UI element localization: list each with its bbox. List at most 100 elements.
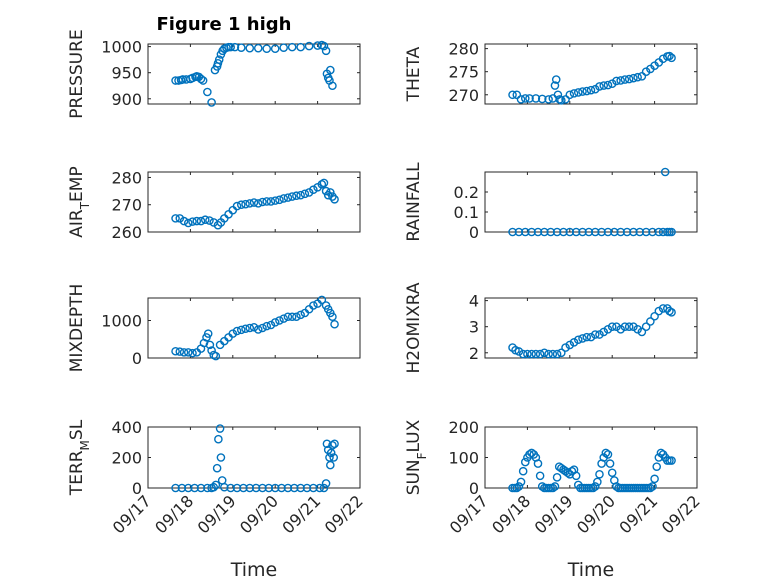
data-point <box>275 316 284 325</box>
data-point <box>620 75 630 84</box>
data-point <box>262 321 272 331</box>
data-point <box>279 43 288 52</box>
y-tick-label: 270 <box>111 196 142 215</box>
data-point <box>565 227 575 237</box>
data-point <box>595 330 604 339</box>
data-point <box>188 217 197 226</box>
data-point <box>569 338 579 347</box>
y-tick-label: 270 <box>448 86 479 105</box>
data-point <box>514 482 524 491</box>
data-point <box>304 188 314 197</box>
data-point <box>551 75 561 84</box>
data-point <box>525 94 534 103</box>
y-tick-label: 200 <box>111 449 142 468</box>
data-point <box>326 460 335 470</box>
data-point <box>546 227 556 237</box>
y-axis-label: MIXDEPTH <box>67 284 87 373</box>
data-point <box>245 43 255 53</box>
data-point <box>567 466 577 476</box>
data-point <box>216 453 226 462</box>
data-point <box>590 227 600 237</box>
data-point <box>283 312 293 322</box>
data-point <box>292 191 301 201</box>
data-point <box>264 483 274 493</box>
data-point <box>527 349 536 359</box>
data-point <box>328 312 337 322</box>
data-point <box>533 459 543 468</box>
data-point <box>565 90 575 100</box>
data-point <box>586 332 596 342</box>
data-point <box>266 320 276 330</box>
data-point <box>584 227 594 237</box>
data-point <box>171 346 180 356</box>
data-point <box>578 334 587 343</box>
data-point <box>648 482 657 491</box>
data-point <box>667 308 676 317</box>
subplot-air-temp: 260 270 280 AIRTEMP <box>67 166 361 242</box>
data-point <box>302 483 312 493</box>
data-point <box>183 348 193 357</box>
data-point <box>215 424 225 433</box>
data-point <box>196 216 206 226</box>
data-point <box>561 343 570 352</box>
data-point <box>212 463 222 473</box>
data-point <box>548 483 558 493</box>
data-point <box>192 216 202 226</box>
data-point <box>586 85 596 95</box>
data-point <box>593 477 602 487</box>
data-point <box>249 198 259 207</box>
data-point <box>582 86 592 96</box>
data-point <box>588 483 598 493</box>
data-point <box>633 72 642 82</box>
x-tick-label: 09/20 <box>236 491 282 537</box>
data-point <box>646 317 655 326</box>
data-point <box>198 76 208 85</box>
data-point <box>629 73 638 83</box>
x-tick-label: 09/21 <box>278 491 324 537</box>
data-point <box>573 335 583 345</box>
data-point <box>616 325 625 334</box>
x-tick-label: 09/19 <box>194 491 240 537</box>
data-point <box>203 87 212 97</box>
data-point <box>599 327 609 337</box>
y-tick-label: 0 <box>469 223 479 242</box>
data-point <box>245 323 255 333</box>
data-point <box>646 483 655 493</box>
data-point <box>230 42 240 52</box>
data-point <box>520 457 530 467</box>
data-point <box>508 90 517 100</box>
data-point <box>641 322 651 331</box>
data-point <box>211 480 221 490</box>
data-point <box>175 214 185 223</box>
data-point <box>330 194 339 204</box>
data-series <box>171 40 337 107</box>
data-point <box>578 87 587 96</box>
data-point <box>650 311 659 321</box>
data-point <box>330 319 339 329</box>
data-point <box>270 318 280 327</box>
y-tick-label: 900 <box>111 90 142 109</box>
data-point <box>207 98 216 107</box>
data-point <box>258 323 267 333</box>
data-point <box>508 227 517 237</box>
data-point <box>171 214 180 223</box>
data-series <box>171 295 339 361</box>
y-tick-label: 0.1 <box>454 203 479 222</box>
data-point <box>582 332 592 342</box>
data-point <box>603 80 613 90</box>
data-point <box>512 90 522 100</box>
data-point <box>203 329 213 338</box>
data-point <box>641 227 651 237</box>
data-point <box>253 199 263 208</box>
data-point <box>226 42 235 52</box>
data-point <box>236 325 246 335</box>
y-tick-label: 4 <box>469 292 479 311</box>
y-tick-label: 1000 <box>101 38 142 57</box>
data-point <box>590 330 600 339</box>
subplot-h2omixra: 2 3 4 H2OMIXRA <box>404 282 698 374</box>
data-point <box>512 483 522 493</box>
data-series <box>171 424 339 493</box>
